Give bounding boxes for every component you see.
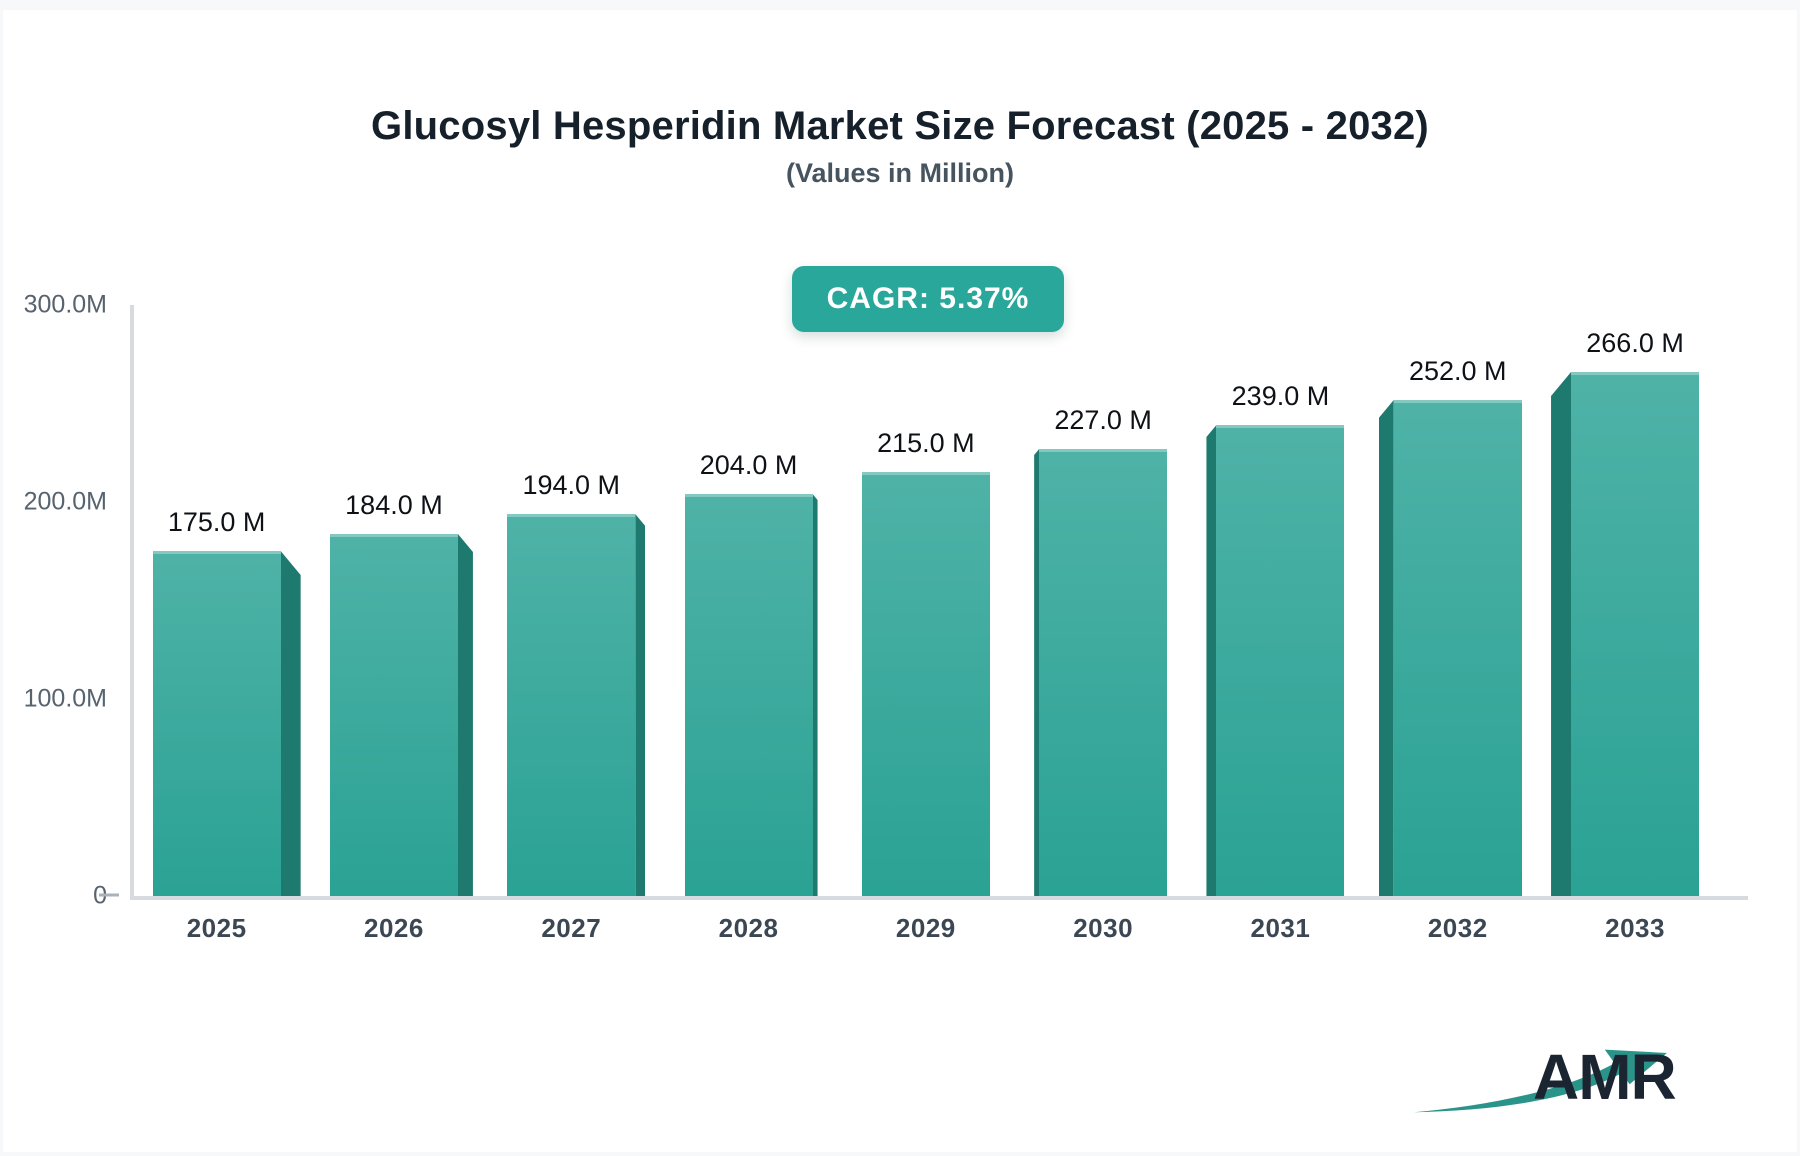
x-axis-line [130, 896, 1748, 900]
bar-2026 [329, 534, 473, 896]
bar-face [684, 494, 813, 896]
x-tick-label-2026: 2026 [364, 913, 424, 943]
y-axis-line [130, 305, 134, 900]
bar-face [861, 472, 990, 896]
y-tick-zero-dash [99, 893, 119, 897]
bar-2027 [507, 514, 646, 896]
bar-side-3d [635, 514, 646, 896]
bar-2032 [1378, 400, 1522, 896]
bar-value-label: 175.0 M [167, 507, 266, 537]
amr-logo-text: AMR [1533, 1041, 1677, 1113]
bar-2025 [152, 551, 301, 896]
y-tick-label-100: 100.0M [23, 684, 107, 713]
bar-side-3d [1551, 372, 1572, 896]
bar-top-highlight [329, 534, 458, 537]
bar-top-highlight [861, 472, 990, 475]
bar-value-label: 204.0 M [699, 450, 798, 480]
bar-top-highlight [152, 551, 281, 554]
bar-side-3d [1034, 449, 1040, 896]
chart-card: Glucosyl Hesperidin Market Size Forecast… [3, 10, 1797, 1152]
bar-value-label: 239.0 M [1231, 381, 1330, 411]
cagr-badge-label: CAGR: 5.37% [826, 282, 1030, 315]
bar-value-label: 184.0 M [345, 490, 443, 520]
x-tick-label-2029: 2029 [895, 913, 956, 943]
bar-2030 [1034, 449, 1168, 896]
bar-value-label: 266.0 M [1586, 328, 1684, 358]
bar-face [152, 551, 281, 896]
bar-side-3d [457, 534, 473, 896]
bar-2028 [684, 494, 818, 896]
x-tick-label-2032: 2032 [1427, 913, 1488, 943]
bar-value-label: 227.0 M [1054, 405, 1152, 435]
bar-face [1216, 425, 1345, 896]
bar-face [1039, 449, 1168, 896]
bar-top-highlight [1571, 372, 1700, 375]
bar-face [1571, 372, 1700, 896]
bar-value-label: 215.0 M [877, 428, 975, 458]
x-tick-label-2031: 2031 [1250, 913, 1311, 943]
bar-top-highlight [1039, 449, 1168, 452]
bar-top-highlight [1216, 425, 1345, 428]
x-tick-label-2028: 2028 [718, 913, 779, 943]
growth-arrow-icon [1414, 1049, 1667, 1113]
x-tick-label-2033: 2033 [1605, 913, 1665, 943]
bar-value-label: 194.0 M [522, 470, 621, 500]
bar-top-highlight [507, 514, 636, 517]
bar-side-3d [812, 494, 818, 896]
bar-side-3d [1206, 425, 1217, 896]
bar-side-3d [1378, 400, 1394, 896]
x-tick-label-2025: 2025 [186, 913, 247, 943]
y-tick-label-200: 200.0M [23, 487, 107, 516]
cagr-badge: CAGR: 5.37% [792, 266, 1064, 332]
x-tick-label-2030: 2030 [1073, 913, 1134, 943]
bar-side-3d [280, 551, 301, 896]
chart-subtitle: (Values in Million) [785, 158, 1015, 188]
bar-top-highlight [1393, 400, 1522, 403]
bar-value-label: 252.0 M [1408, 356, 1507, 386]
bar-face [1393, 400, 1522, 896]
bar-2031 [1206, 425, 1345, 896]
y-tick-label-0: 0 [3, 882, 107, 911]
y-tick-label-300: 300.0M [23, 290, 107, 319]
chart-title: Glucosyl Hesperidin Market Size Forecast… [371, 104, 1429, 148]
bar-top-highlight [684, 494, 813, 497]
bar-face [329, 534, 458, 896]
x-tick-label-2027: 2027 [541, 913, 602, 943]
bar-face [507, 514, 636, 896]
bar-2033 [1551, 372, 1700, 896]
bar-2029 [861, 472, 990, 896]
amr-logo: AMR [1414, 1032, 1773, 1142]
